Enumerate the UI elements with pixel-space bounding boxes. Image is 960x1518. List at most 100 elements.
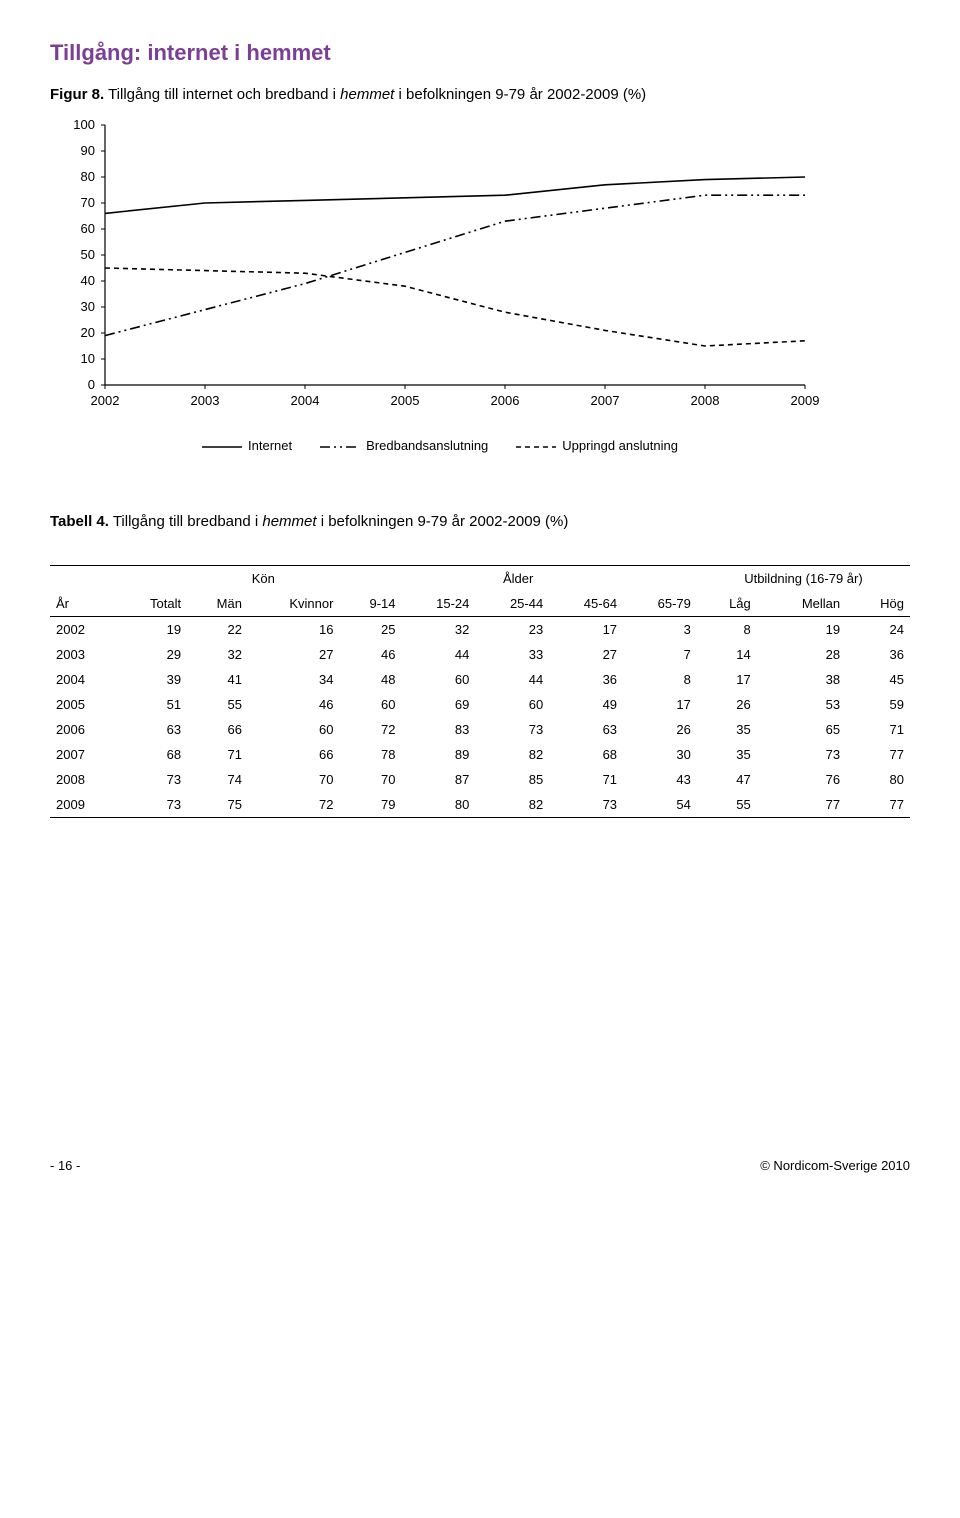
chart-svg: 0102030405060708090100200220032004200520…: [50, 115, 830, 425]
table-cell: 53: [757, 692, 846, 717]
svg-text:20: 20: [81, 325, 95, 340]
svg-text:40: 40: [81, 273, 95, 288]
table-cell: 70: [339, 767, 401, 792]
line-chart: 0102030405060708090100200220032004200520…: [50, 115, 830, 453]
table-cell: 26: [623, 717, 697, 742]
table-cell: 82: [475, 742, 549, 767]
table-cell: 44: [402, 642, 476, 667]
table-cell: 33: [475, 642, 549, 667]
table-cell: 55: [697, 792, 757, 818]
legend-label: Bredbandsanslutning: [366, 438, 488, 453]
table-cell: 25: [339, 617, 401, 643]
table-cell: 54: [623, 792, 697, 818]
svg-text:60: 60: [81, 221, 95, 236]
table-row: 200219221625322317381924: [50, 617, 910, 643]
table-col-header: 25-44: [475, 591, 549, 617]
svg-text:80: 80: [81, 169, 95, 184]
table-cell: 45: [846, 667, 910, 692]
svg-text:100: 100: [73, 117, 95, 132]
svg-text:2004: 2004: [291, 393, 320, 408]
svg-text:2006: 2006: [491, 393, 520, 408]
table-italic: hemmet: [262, 513, 316, 530]
table-cell: 89: [402, 742, 476, 767]
table-cell: 80: [846, 767, 910, 792]
svg-text:2005: 2005: [391, 393, 420, 408]
table-cell: 29: [117, 642, 187, 667]
legend-label: Internet: [248, 438, 292, 453]
table-label: Tabell 4.: [50, 513, 109, 530]
svg-text:2008: 2008: [691, 393, 720, 408]
table-cell: 80: [402, 792, 476, 818]
table-cell: 2007: [50, 742, 117, 767]
table-cell: 66: [248, 742, 340, 767]
footer-copyright: © Nordicom-Sverige 2010: [760, 1158, 910, 1173]
svg-text:70: 70: [81, 195, 95, 210]
table-cell: 48: [339, 667, 401, 692]
table-cell: 26: [697, 692, 757, 717]
table-col-header: Totalt: [117, 591, 187, 617]
figure-italic: hemmet: [340, 86, 394, 103]
table-cell: 34: [248, 667, 340, 692]
table-row: 20076871667889826830357377: [50, 742, 910, 767]
svg-text:10: 10: [81, 351, 95, 366]
table-cell: 68: [549, 742, 623, 767]
table-cell: 19: [117, 617, 187, 643]
table-cell: 30: [623, 742, 697, 767]
table-text-b: i befolkningen 9-79 år 2002-2009 (%): [317, 513, 569, 530]
figure-text-b: i befolkningen 9-79 år 2002-2009 (%): [394, 86, 646, 103]
table-cell: 72: [248, 792, 340, 818]
table-cell: 82: [475, 792, 549, 818]
table-cell: 36: [846, 642, 910, 667]
table-cell: 35: [697, 717, 757, 742]
table-cell: 87: [402, 767, 476, 792]
table-cell: 16: [248, 617, 340, 643]
table-cell: 27: [248, 642, 340, 667]
table-cell: 2008: [50, 767, 117, 792]
footer-page-number: - 16 -: [50, 1158, 80, 1173]
table-cell: 7: [623, 642, 697, 667]
table-cell: 38: [757, 667, 846, 692]
table-caption: Tabell 4. Tillgång till bredband i hemme…: [50, 513, 910, 530]
table-cell: 78: [339, 742, 401, 767]
table-col-header: 15-24: [402, 591, 476, 617]
table-cell: 2004: [50, 667, 117, 692]
table-text-a: Tillgång till bredband i: [109, 513, 262, 530]
table-cell: 24: [846, 617, 910, 643]
table-row: 20087374707087857143477680: [50, 767, 910, 792]
table-cell: 2002: [50, 617, 117, 643]
table-cell: 28: [757, 642, 846, 667]
table-cell: 77: [846, 792, 910, 818]
data-table: KönÅlderUtbildning (16-79 år)ÅrTotaltMän…: [50, 565, 910, 818]
table-cell: 49: [549, 692, 623, 717]
legend-label: Uppringd anslutning: [562, 438, 678, 453]
table-col-header: Kvinnor: [248, 591, 340, 617]
table-cell: 83: [402, 717, 476, 742]
table-col-header: År: [50, 591, 117, 617]
table-cell: 19: [757, 617, 846, 643]
table-cell: 73: [757, 742, 846, 767]
table-group-header: Ålder: [339, 566, 696, 592]
table-cell: 2005: [50, 692, 117, 717]
table-cell: 22: [187, 617, 248, 643]
table-cell: 17: [623, 692, 697, 717]
table-cell: 36: [549, 667, 623, 692]
table-cell: 46: [248, 692, 340, 717]
table-cell: 41: [187, 667, 248, 692]
table-group-header: Kön: [187, 566, 339, 592]
table-cell: 71: [549, 767, 623, 792]
svg-text:90: 90: [81, 143, 95, 158]
table-cell: 65: [757, 717, 846, 742]
table-cell: 73: [117, 792, 187, 818]
page-heading: Tillgång: internet i hemmet: [50, 40, 910, 66]
table-cell: 60: [475, 692, 549, 717]
figure-text-a: Tillgång till internet och bredband i: [104, 86, 340, 103]
table-cell: 71: [187, 742, 248, 767]
table-cell: 17: [697, 667, 757, 692]
table-cell: 66: [187, 717, 248, 742]
table-cell: 68: [117, 742, 187, 767]
table-cell: 72: [339, 717, 401, 742]
table-col-header: 9-14: [339, 591, 401, 617]
table-col-header: 65-79: [623, 591, 697, 617]
chart-legend: Internet Bredbandsanslutning Uppringd ansl…: [50, 438, 830, 453]
table-cell: 79: [339, 792, 401, 818]
